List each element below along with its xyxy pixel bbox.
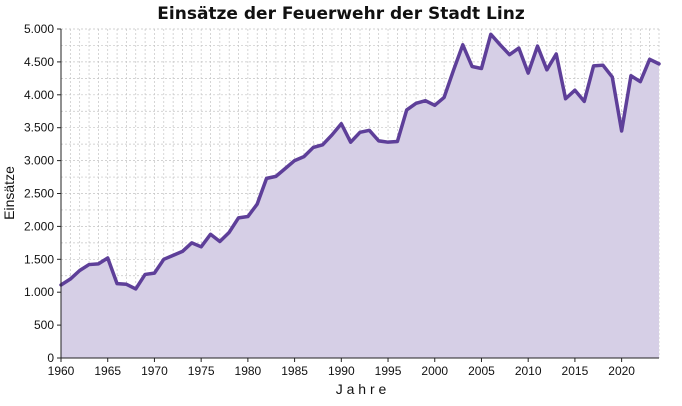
x-tick-label: 1995 <box>375 364 402 378</box>
y-tick-label: 5.000 <box>24 22 54 36</box>
x-tick-label: 1965 <box>94 364 121 378</box>
y-tick-label: 3.500 <box>24 121 54 135</box>
y-tick-label: 1.000 <box>24 285 54 299</box>
x-tick-label: 1970 <box>141 364 168 378</box>
y-tick-label: 4.000 <box>24 88 54 102</box>
x-axis-label: J a h r e <box>336 381 387 397</box>
y-tick-label: 3.000 <box>24 154 54 168</box>
series-area <box>61 34 659 358</box>
y-tick-label: 500 <box>34 318 54 332</box>
x-tick-label: 2000 <box>421 364 448 378</box>
x-tick-label: 1990 <box>328 364 355 378</box>
x-tick-label: 2010 <box>515 364 542 378</box>
x-tick-label: 1960 <box>48 364 75 378</box>
x-tick-label: 2015 <box>562 364 589 378</box>
y-tick-label: 2.500 <box>24 187 54 201</box>
x-tick-label: 2005 <box>468 364 495 378</box>
x-tick-label: 1975 <box>188 364 215 378</box>
x-tick-label: 1985 <box>281 364 308 378</box>
y-tick-label: 1.500 <box>24 252 54 266</box>
y-tick-label: 0 <box>47 351 54 365</box>
y-axis-label: Einsätze <box>1 166 17 220</box>
x-tick-label: 1980 <box>235 364 262 378</box>
x-tick-label: 2020 <box>608 364 635 378</box>
series-line <box>59 32 661 291</box>
y-tick-label: 4.500 <box>24 55 54 69</box>
chart-title: Einsätze der Feuerwehr der Stadt Linz <box>157 4 525 24</box>
y-tick-label: 2.000 <box>24 219 54 233</box>
